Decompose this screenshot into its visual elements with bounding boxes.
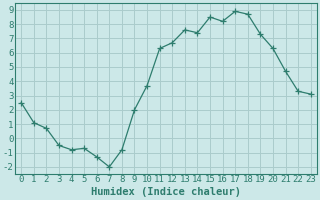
X-axis label: Humidex (Indice chaleur): Humidex (Indice chaleur): [91, 187, 241, 197]
